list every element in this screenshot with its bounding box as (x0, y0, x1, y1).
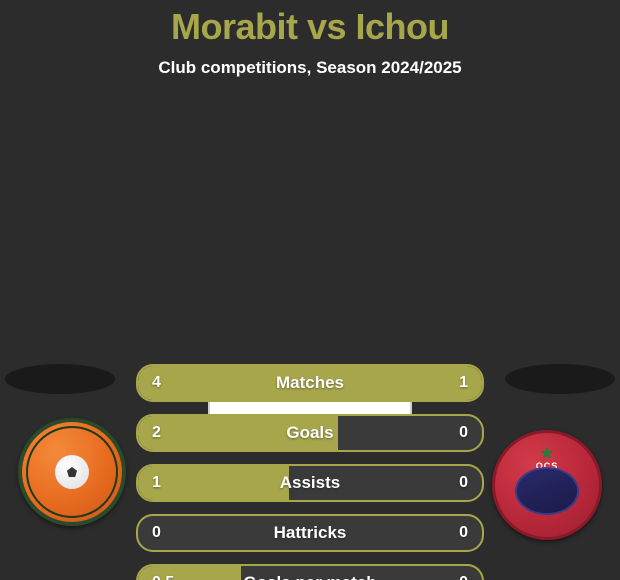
team-logo-left (18, 418, 126, 526)
page-title: Morabit vs Ichou (0, 0, 620, 48)
soccer-ball-icon (55, 455, 89, 489)
stat-value-left: 0.5 (152, 566, 174, 580)
stat-value-right: 0 (459, 566, 468, 580)
shadow-ellipse-left (5, 364, 115, 394)
stat-row: 41Matches (136, 364, 484, 402)
stat-value-left: 0 (152, 516, 161, 550)
team-logo-right: ★ OCS (492, 430, 602, 540)
bar-fill-left (138, 366, 413, 400)
shadow-ellipse-right (505, 364, 615, 394)
stat-value-right: 0 (459, 516, 468, 550)
bar-fill-left (138, 416, 338, 450)
stat-value-right: 1 (459, 366, 468, 400)
stats-area: ★ OCS 41Matches20Goals10Assists00Hattric… (0, 364, 620, 450)
bar-fill-right (413, 366, 482, 400)
stat-value-left: 1 (152, 466, 161, 500)
stat-value-right: 0 (459, 466, 468, 500)
page-subtitle: Club competitions, Season 2024/2025 (0, 58, 620, 78)
stat-row: 0 0Hattricks (136, 514, 484, 552)
rugby-ball-icon (515, 467, 579, 515)
stat-row: 0.50Goals per match (136, 564, 484, 580)
stat-label: Hattricks (138, 516, 482, 550)
stat-row: 10Assists (136, 464, 484, 502)
stat-value-left: 4 (152, 366, 161, 400)
stat-value-right: 0 (459, 416, 468, 450)
stat-value-left: 2 (152, 416, 161, 450)
comparison-bars: 41Matches20Goals10Assists00Hattricks0.50… (136, 364, 484, 580)
stat-row: 20Goals (136, 414, 484, 452)
comparison-card: Morabit vs Ichou Club competitions, Seas… (0, 0, 620, 580)
